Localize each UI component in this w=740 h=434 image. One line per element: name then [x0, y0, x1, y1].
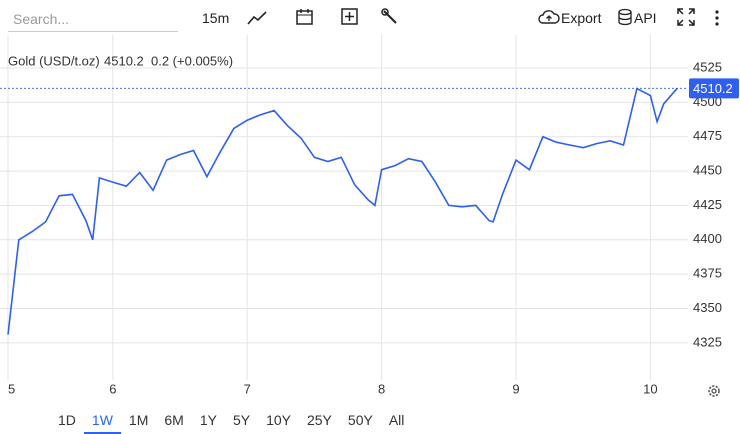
gear-icon[interactable]: [705, 382, 723, 400]
x-tick-label: 10: [643, 381, 657, 396]
range-button[interactable]: 10Y: [266, 412, 291, 428]
range-button[interactable]: 1D: [58, 412, 76, 428]
fullscreen-icon[interactable]: [677, 8, 695, 26]
y-tick-label: 4325: [693, 334, 722, 349]
range-button[interactable]: 25Y: [306, 412, 332, 428]
chart-type-icon[interactable]: [246, 8, 268, 28]
export-button[interactable]: Export: [561, 10, 602, 26]
y-tick-label: 4375: [693, 266, 722, 281]
y-tick-label: 4475: [693, 128, 722, 143]
chart: Gold (USD/t.oz) 4510.2 0.2 (+0.005%) 432…: [0, 35, 739, 396]
range-button[interactable]: 1Y: [199, 412, 217, 428]
y-tick-label: 4425: [693, 197, 722, 212]
range-button[interactable]: 50Y: [347, 412, 373, 428]
database-icon[interactable]: [617, 8, 633, 26]
x-tick-label: 9: [512, 381, 519, 396]
y-tick-label: 4400: [693, 231, 722, 246]
interval-button[interactable]: 15m: [202, 10, 230, 26]
cloud-icon[interactable]: [538, 9, 560, 25]
range-bar: 1D 1W 1M 6M 1Y 5Y 10Y 25Y 50Y All: [50, 408, 412, 434]
range-button[interactable]: All: [388, 412, 405, 428]
x-tick-label: 6: [109, 381, 116, 396]
y-tick-label: 4525: [693, 59, 722, 74]
add-icon[interactable]: [340, 7, 360, 27]
range-button[interactable]: 1W: [83, 408, 121, 434]
x-tick-label: 7: [244, 381, 251, 396]
x-tick-label: 5: [8, 381, 15, 396]
legend-change: 0.2 (+0.005%): [151, 53, 233, 68]
last-price-badge: [689, 78, 739, 99]
y-tick-label: 4450: [693, 163, 722, 178]
range-button[interactable]: 6M: [164, 412, 184, 428]
api-button[interactable]: API: [634, 10, 657, 26]
legend-name: Gold (USD/t.oz): [8, 53, 100, 68]
settings-tool-icon[interactable]: [380, 7, 400, 27]
calendar-icon[interactable]: [295, 7, 315, 27]
range-button[interactable]: 5Y: [232, 412, 251, 428]
x-tick-label: 8: [378, 381, 385, 396]
legend-price: 4510.2: [104, 53, 144, 68]
more-icon[interactable]: [712, 9, 722, 27]
price-line: [7, 87, 678, 335]
last-price-label: 4510.2: [693, 81, 733, 96]
range-button[interactable]: 1M: [128, 412, 149, 428]
search-box[interactable]: Search...: [8, 6, 178, 32]
y-tick-label: 4350: [693, 300, 722, 315]
